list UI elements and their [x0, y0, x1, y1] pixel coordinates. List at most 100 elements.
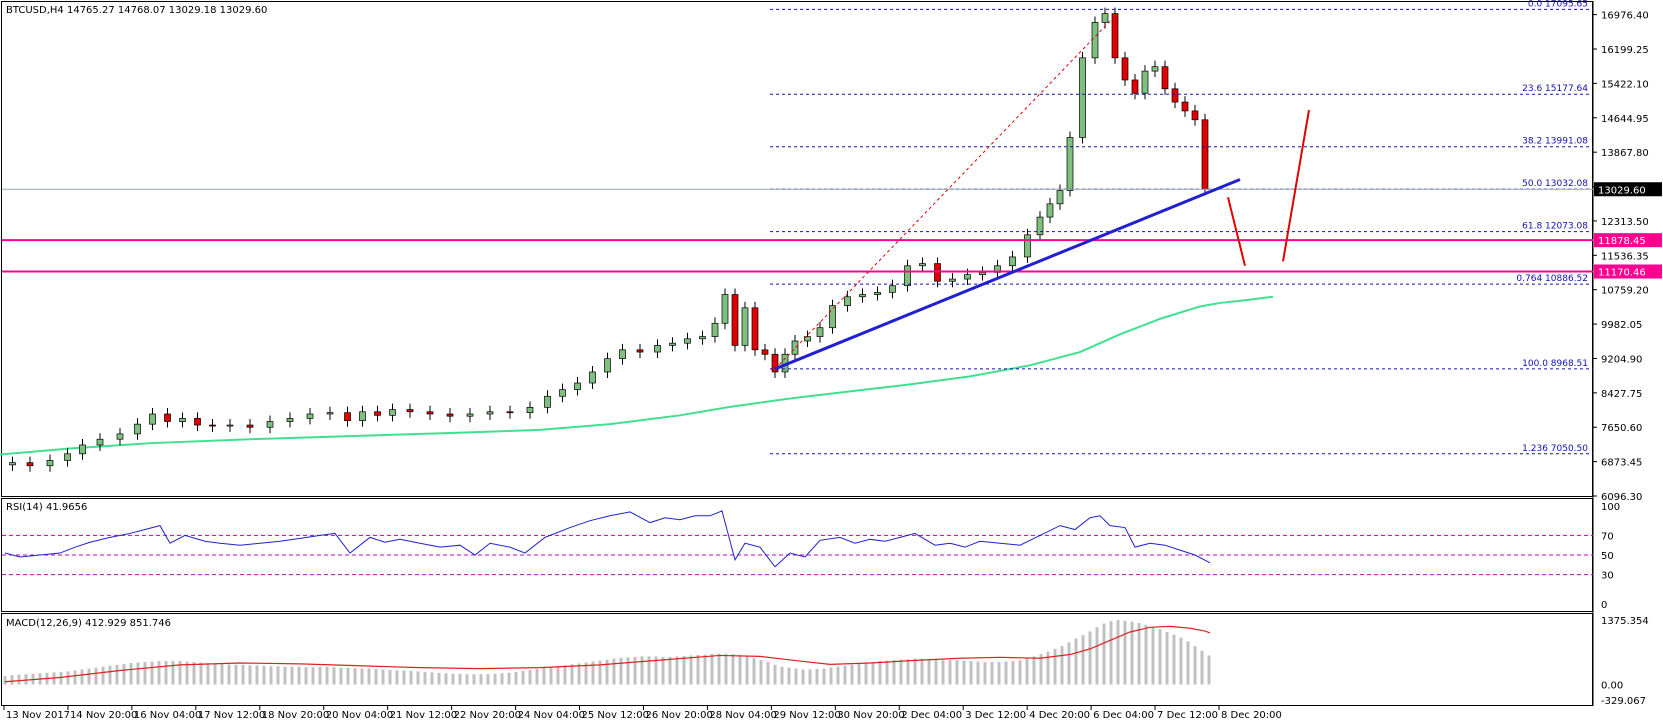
- y-tick-label: 14644.95: [1601, 114, 1649, 125]
- macd-histogram-bar: [367, 668, 371, 685]
- candle-body: [226, 424, 234, 427]
- candle-body: [979, 272, 986, 275]
- rsi-tick-label: 100: [1601, 502, 1620, 513]
- candle-body: [711, 322, 719, 337]
- candle-body: [116, 433, 124, 440]
- macd-histogram-bar: [178, 661, 182, 685]
- y-tick-label: 12313.50: [1601, 217, 1649, 228]
- y-tick-label: 10759.20: [1601, 286, 1649, 297]
- macd-histogram-bar: [864, 662, 868, 685]
- candle-body: [751, 307, 759, 351]
- macd-histogram-bar: [752, 658, 756, 685]
- macd-histogram-bar: [430, 672, 434, 685]
- macd-histogram-bar: [3, 676, 7, 685]
- macd-histogram-bar: [1060, 646, 1064, 685]
- macd-histogram-bar: [619, 657, 623, 685]
- macd-histogram-bar: [801, 669, 805, 685]
- macd-histogram-bar: [563, 665, 567, 685]
- macd-histogram-bar: [66, 671, 70, 685]
- macd-histogram-bar: [1011, 661, 1015, 685]
- candle-body: [829, 305, 836, 329]
- macd-histogram-bar: [374, 669, 378, 685]
- candle-body: [64, 453, 71, 461]
- macd-histogram-bar: [325, 666, 329, 685]
- x-tick-label: 17 Nov 12:00: [198, 710, 265, 720]
- macd-histogram-bar: [185, 661, 189, 685]
- price-tag-bg: [1594, 264, 1662, 279]
- macd-histogram-bar: [94, 667, 98, 685]
- macd-histogram-bar: [409, 670, 413, 685]
- macd-histogram-bar: [1109, 621, 1113, 685]
- macd-histogram-bar: [1032, 656, 1036, 685]
- macd-histogram-bar: [472, 674, 476, 685]
- macd-histogram-bar: [969, 661, 973, 685]
- macd-histogram-bar: [115, 664, 119, 685]
- candle-body: [406, 409, 414, 413]
- macd-histogram-bar: [304, 667, 308, 685]
- macd-histogram-bar: [913, 658, 917, 685]
- macd-histogram-bar: [1018, 660, 1022, 685]
- y-tick-label: 11536.35: [1601, 251, 1649, 262]
- candle-body: [426, 411, 434, 415]
- y-tick-label: 16199.25: [1601, 45, 1649, 56]
- candle-body: [636, 349, 644, 353]
- macd-histogram-bar: [1053, 648, 1057, 685]
- macd-histogram-bar: [73, 670, 77, 685]
- macd-histogram-bar: [717, 653, 721, 685]
- candle-body: [1161, 66, 1169, 90]
- macd-histogram-bar: [234, 664, 238, 685]
- macd-histogram-bar: [661, 656, 665, 685]
- candle-body: [389, 409, 396, 416]
- macd-histogram-bar: [24, 674, 28, 685]
- macd-histogram-bar: [542, 668, 546, 685]
- fib-level-label: 23.6 15177.64: [1522, 84, 1588, 94]
- macd-histogram-bar: [948, 660, 952, 685]
- macd-histogram-bar: [150, 661, 154, 685]
- macd-histogram-bar: [1186, 641, 1190, 685]
- macd-histogram-bar: [1172, 634, 1176, 685]
- macd-histogram-bar: [724, 653, 728, 685]
- macd-histogram-bar: [1074, 638, 1078, 685]
- candle-body: [134, 423, 141, 435]
- candle-body: [1009, 256, 1016, 267]
- macd-tick-label: 1375.354: [1601, 616, 1649, 627]
- candle-body: [79, 444, 86, 455]
- macd-histogram-bar: [1193, 646, 1197, 685]
- macd-histogram-bar: [1137, 623, 1141, 685]
- candle-body: [246, 424, 254, 428]
- macd-histogram-bar: [80, 669, 84, 685]
- macd-histogram-bar: [332, 667, 336, 685]
- candle-body: [1066, 137, 1074, 191]
- macd-histogram-bar: [521, 670, 525, 685]
- candle-body: [859, 294, 866, 298]
- candle-body: [771, 353, 779, 373]
- macd-histogram-bar: [822, 668, 826, 685]
- x-tick-label: 24 Nov 04:00: [518, 710, 585, 720]
- macd-histogram-bar: [738, 654, 742, 685]
- current-price-tag: 13029.60: [1598, 185, 1646, 196]
- macd-histogram-bar: [892, 660, 896, 685]
- candle-body: [741, 307, 749, 346]
- candle-body: [544, 395, 551, 408]
- macd-histogram-bar: [829, 667, 833, 685]
- candle-body: [194, 418, 201, 426]
- macd-histogram-bar: [654, 656, 658, 685]
- macd-histogram-bar: [633, 656, 637, 685]
- rsi-pane: RSI(14) 41.9656 100 70 50 30 0: [2, 502, 1620, 611]
- macd-histogram-bar: [87, 668, 91, 685]
- candle-body: [526, 407, 534, 414]
- x-tick-label: 28 Nov 04:00: [709, 710, 776, 720]
- macd-histogram-bar: [626, 657, 630, 685]
- y-tick-label: 9982.05: [1601, 320, 1642, 331]
- macd-histogram-bar: [17, 674, 21, 685]
- macd-histogram-bar: [1200, 650, 1204, 685]
- macd-histogram-bar: [339, 667, 343, 685]
- macd-histogram-bar: [1123, 620, 1127, 685]
- macd-histogram-bar: [143, 662, 147, 685]
- macd-histogram-bar: [1116, 620, 1120, 685]
- candle-body: [721, 294, 729, 324]
- macd-histogram-bar: [997, 662, 1001, 685]
- y-tick-label: 8427.75: [1601, 389, 1642, 400]
- macd-histogram-bar: [794, 668, 798, 685]
